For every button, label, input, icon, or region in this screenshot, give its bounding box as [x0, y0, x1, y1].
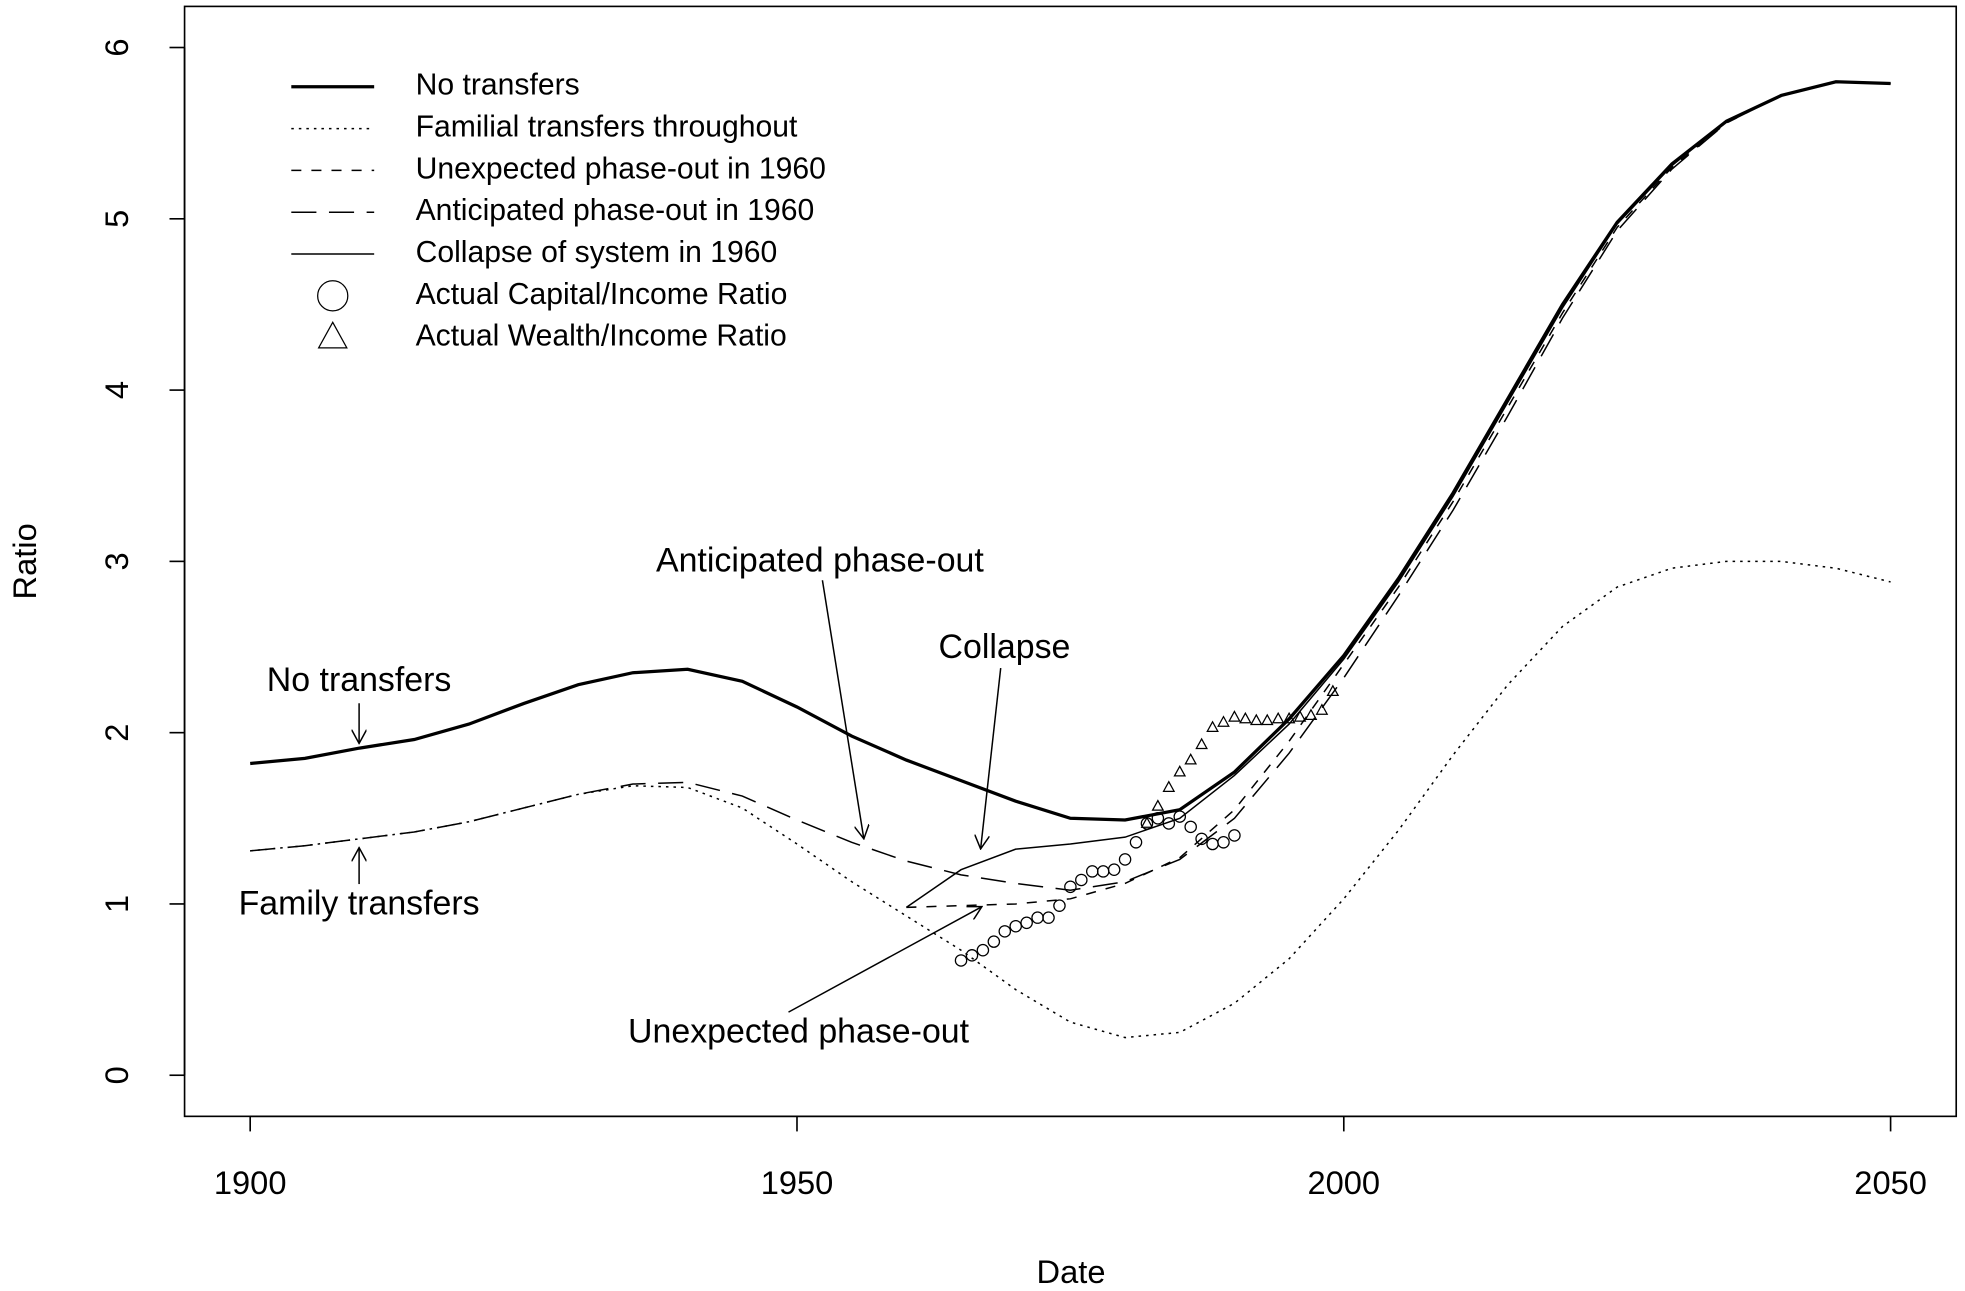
y-tick-label: 4	[98, 381, 135, 399]
data-point	[1195, 737, 1208, 750]
data-point	[1315, 703, 1329, 715]
data-point	[987, 935, 1001, 948]
data-point	[1020, 916, 1033, 930]
data-point	[965, 949, 979, 962]
y-tick-label: 1	[98, 895, 135, 913]
series-line	[905, 81, 1891, 908]
legend-label: Actual Wealth/Income Ratio	[416, 320, 787, 353]
y-tick-label: 2	[98, 724, 135, 742]
legend-symbol	[317, 320, 348, 349]
x-axis-label: Date	[1037, 1253, 1106, 1290]
data-point	[1118, 853, 1132, 866]
data-point	[1206, 720, 1219, 732]
y-tick-label: 0	[98, 1066, 135, 1084]
data-point	[1151, 812, 1165, 825]
data-point	[1173, 764, 1187, 777]
legend-label: Actual Capital/Income Ratio	[416, 278, 788, 311]
data-point	[1140, 816, 1154, 828]
data-point	[1206, 837, 1219, 851]
annotation-arrow	[821, 580, 863, 839]
x-tick-label: 1950	[761, 1164, 834, 1201]
y-tick-label: 6	[98, 38, 135, 56]
data-point	[1282, 711, 1296, 724]
data-point	[1096, 865, 1110, 878]
data-point	[1239, 711, 1252, 724]
x-tick-label: 2050	[1854, 1164, 1927, 1201]
data-point	[1151, 799, 1165, 811]
data-point	[1304, 708, 1318, 721]
data-point	[1271, 711, 1285, 724]
series-line	[250, 81, 1891, 892]
data-point	[954, 954, 968, 967]
legend-label: Anticipated phase-out in 1960	[416, 194, 815, 227]
y-tick-label: 3	[98, 552, 135, 570]
data-point	[1217, 836, 1230, 849]
data-point	[1249, 713, 1263, 726]
data-point	[1217, 715, 1230, 727]
annotation: Unexpected phase-out	[628, 1012, 970, 1050]
data-point	[1129, 836, 1143, 849]
series-line	[250, 80, 1891, 822]
data-point	[1075, 873, 1088, 887]
data-point	[1031, 911, 1044, 924]
y-tick-label: 5	[98, 210, 135, 228]
data-point	[1293, 710, 1307, 722]
data-point	[1064, 880, 1077, 894]
data-point	[1042, 911, 1055, 924]
data-point	[1228, 710, 1241, 722]
data-point	[1184, 820, 1197, 834]
legend-label: Collapse of system in 1960	[416, 236, 778, 269]
legend-symbol	[317, 280, 349, 312]
annotation: No transfers	[267, 661, 452, 699]
data-point	[1195, 832, 1208, 846]
data-point	[976, 943, 990, 957]
annotation: Collapse	[939, 628, 1071, 666]
legend-label: Unexpected phase-out in 1960	[416, 152, 826, 185]
x-tick-label: 1900	[214, 1164, 287, 1201]
data-point	[1326, 684, 1340, 697]
legend-label: Familial transfers throughout	[416, 111, 798, 144]
data-point	[998, 925, 1012, 938]
y-axis-label: Ratio	[6, 523, 43, 599]
data-point	[1162, 817, 1176, 830]
legend-label: No transfers	[416, 69, 580, 102]
x-tick-label: 2000	[1308, 1164, 1381, 1201]
series-line	[250, 560, 1891, 1039]
annotation-arrow	[981, 668, 1002, 849]
data-point	[1107, 863, 1121, 876]
data-point	[1173, 810, 1187, 823]
data-point	[1085, 865, 1099, 878]
annotation: Family transfers	[239, 884, 480, 922]
data-point	[1184, 753, 1198, 765]
series-line	[906, 81, 1891, 909]
annotation: Anticipated phase-out	[656, 542, 984, 580]
data-point	[1228, 829, 1241, 842]
data-point	[1009, 919, 1022, 933]
annotation-arrow	[788, 907, 982, 1013]
data-point	[1162, 780, 1176, 792]
data-point	[1053, 899, 1066, 912]
data-point	[1260, 713, 1274, 726]
